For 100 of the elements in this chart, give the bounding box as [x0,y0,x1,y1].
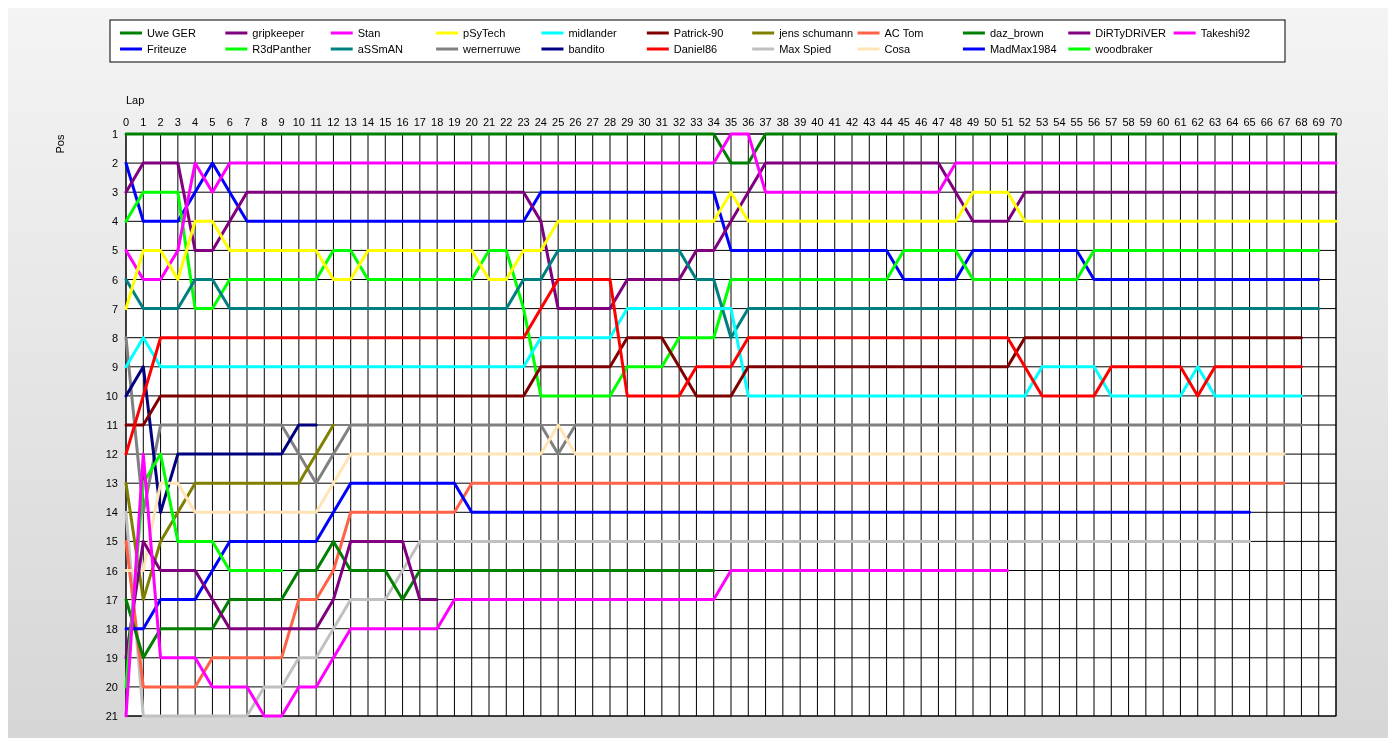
legend-label: daz_brown [989,27,1044,39]
legend-label: gripkeeper [252,27,305,39]
x-tick-label: 45 [897,116,910,128]
x-tick-label: 63 [1208,116,1222,128]
y-tick-label: 11 [106,419,118,431]
y-tick-label: 8 [111,331,118,344]
x-tick-label: 29 [621,116,634,128]
x-tick-label: 3 [174,116,181,128]
x-tick-label: 55 [1070,116,1083,128]
x-tick-label: 19 [448,116,461,128]
x-tick-label: 65 [1243,116,1256,128]
x-tick-label: 51 [1001,116,1014,128]
x-tick-label: 58 [1122,116,1135,128]
x-tick-label: 1 [140,116,147,128]
x-tick-label: 48 [949,116,962,128]
y-tick-label: 13 [105,477,118,490]
x-tick-label: 25 [552,116,565,128]
y-tick-label: 17 [105,593,118,606]
x-tick-label: 38 [776,116,789,128]
x-tick-label: 68 [1295,116,1308,128]
x-tick-label: 62 [1191,116,1204,128]
x-tick-label: 53 [1036,116,1049,128]
y-tick-label: 10 [105,389,118,402]
x-tick-label: 54 [1053,116,1066,128]
y-tick-label: 2 [111,157,118,170]
x-tick-label: 33 [690,116,703,128]
y-tick-label: 19 [105,651,118,664]
x-tick-label: 7 [243,116,251,128]
x-tick-label: 47 [932,116,945,128]
x-tick-label: 70 [1329,116,1343,128]
x-tick-label: 44 [880,116,893,128]
x-tick-label: 18 [431,116,444,128]
x-tick-label: 36 [742,116,755,128]
y-tick-label: 12 [105,448,118,461]
y-tick-label: 18 [105,622,118,635]
legend-label: Max Spied [779,43,832,55]
x-tick-label: 22 [500,116,513,128]
x-tick-label: 50 [984,116,997,128]
legend-label: woodbraker [1094,43,1154,55]
legend-label: Cosa [884,43,912,55]
x-tick-label: 43 [863,116,876,128]
x-tick-label: 28 [603,116,617,128]
legend-label: bandito [568,43,605,55]
y-tick-label: 4 [111,215,118,228]
y-tick-label: 20 [105,680,118,693]
x-tick-label: 31 [655,116,668,128]
x-axis-title: Lap [126,94,145,106]
x-tick-label: 26 [569,116,582,128]
x-tick-label: 5 [209,116,216,128]
x-tick-label: 56 [1087,116,1101,128]
x-tick-label: 49 [966,116,980,128]
legend-label: Uwe GER [147,27,196,39]
x-tick-label: 60 [1157,116,1170,128]
y-tick-label: 16 [105,564,118,577]
legend-label: midlander [568,27,618,39]
x-tick-label: 27 [586,116,599,128]
legend-label: Patrick-90 [673,27,724,39]
x-tick-label: 20 [465,116,478,128]
x-tick-label: 32 [673,116,686,128]
y-tick-label: 9 [111,360,118,373]
legend-label: MadMax1984 [989,43,1057,55]
legend-label: wernerruwe [462,43,521,55]
legend-label: pSyTech [463,27,506,39]
legend-label: AC Tom [884,27,924,39]
x-tick-label: 11 [310,116,322,128]
legend-label: Friteuze [147,43,187,55]
x-tick-label: 64 [1226,116,1239,128]
x-tick-label: 39 [794,116,807,128]
x-tick-label: 41 [828,116,841,128]
x-tick-label: 30 [638,116,651,128]
x-tick-label: 59 [1139,116,1152,128]
legend-label: jens schumann [778,27,854,39]
x-tick-label: 12 [327,116,340,128]
y-tick-label: 14 [105,506,118,519]
legend-label: Stan [357,27,381,39]
legend-label: R3dPanther [252,43,312,55]
y-tick-label: 3 [111,186,118,199]
y-tick-label: 6 [111,273,118,286]
x-tick-label: 9 [278,116,285,128]
y-tick-label: 15 [105,535,118,548]
legend-label: Takeshi92 [1200,27,1251,39]
x-tick-label: 23 [517,116,530,128]
x-tick-label: 52 [1018,116,1031,128]
y-axis-title: Pos [54,134,66,154]
legend-label: aSSmAN [357,43,404,55]
x-tick-label: 37 [759,116,772,128]
x-tick-label: 16 [396,116,409,128]
x-tick-label: 0 [122,116,130,128]
legend-label: DiRTyDRiVER [1095,27,1167,39]
x-tick-label: 42 [845,116,859,128]
x-tick-label: 21 [482,116,496,128]
x-tick-label: 35 [724,116,738,128]
x-tick-label: 40 [811,116,824,128]
legend-label: Daniel86 [673,43,718,55]
y-tick-label: 21 [105,710,118,722]
x-tick-label: 17 [413,116,426,128]
x-tick-label: 46 [915,116,928,128]
x-tick-label: 13 [344,116,357,128]
x-tick-label: 67 [1278,116,1291,128]
x-tick-label: 15 [379,116,392,128]
